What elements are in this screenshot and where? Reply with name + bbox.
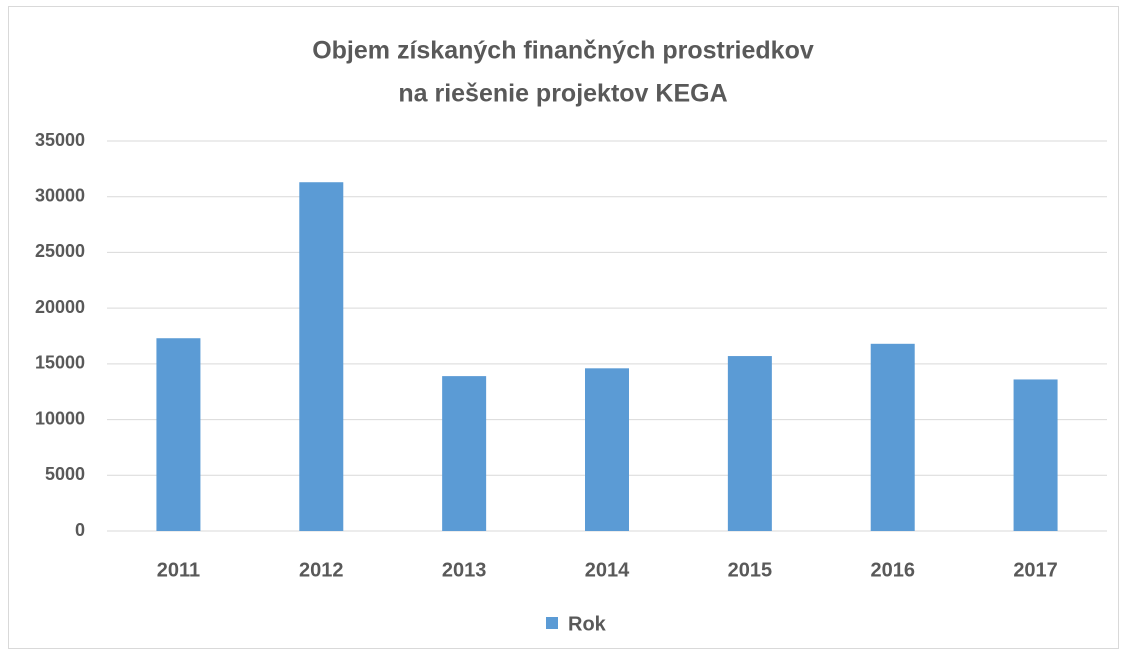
- y-tick-label: 25000: [35, 241, 85, 261]
- x-tick-label: 2015: [728, 559, 773, 581]
- bar: [299, 182, 344, 531]
- bar: [156, 338, 201, 531]
- bar: [1013, 379, 1058, 531]
- legend-label: Rok: [568, 613, 607, 635]
- y-tick-label: 10000: [35, 408, 85, 428]
- y-tick-label: 0: [75, 520, 85, 540]
- y-tick-label: 35000: [35, 130, 85, 150]
- bar: [870, 343, 915, 531]
- y-tick-label: 20000: [35, 297, 85, 317]
- x-tick-label: 2012: [299, 559, 344, 581]
- y-tick-label: 30000: [35, 185, 85, 205]
- x-tick-label: 2014: [585, 559, 630, 581]
- bar: [727, 356, 772, 531]
- chart-border: [8, 6, 1119, 649]
- x-tick-label: 2017: [1013, 559, 1058, 581]
- x-tick-label: 2013: [442, 559, 487, 581]
- chart-title: Objem získaných finančných prostriedkov: [312, 37, 814, 65]
- bar: [442, 376, 487, 531]
- x-tick-label: 2016: [870, 559, 915, 581]
- chart-title: na riešenie projektov KEGA: [398, 80, 727, 108]
- bar: [585, 368, 629, 531]
- y-tick-label: 15000: [35, 353, 85, 373]
- y-tick-label: 5000: [45, 464, 85, 484]
- legend-swatch: [546, 617, 558, 629]
- x-tick-label: 2011: [157, 559, 200, 581]
